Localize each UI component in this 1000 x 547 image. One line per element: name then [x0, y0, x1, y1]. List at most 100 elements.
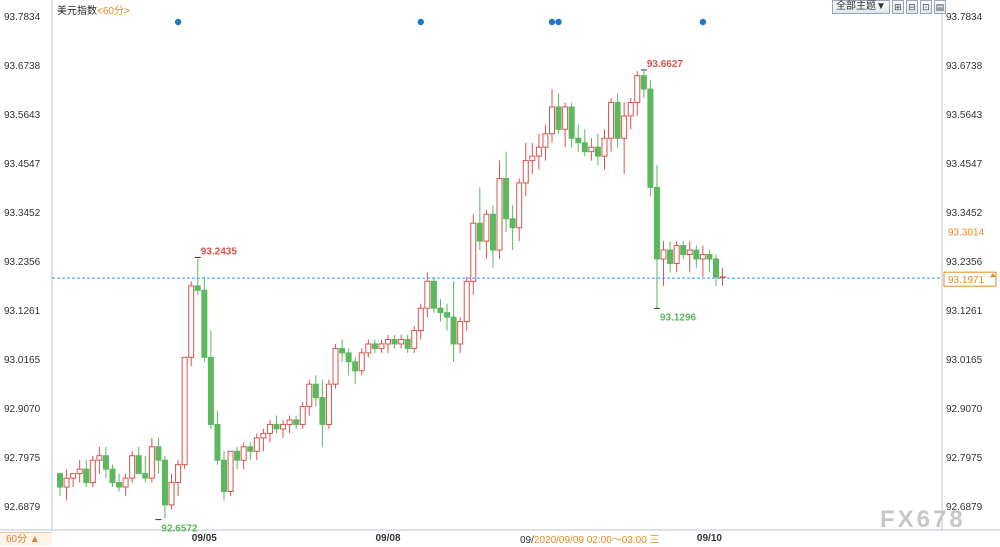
candle-body — [614, 101, 621, 139]
candle-body — [188, 285, 195, 358]
candle-body — [358, 352, 365, 372]
y-tick-label-right: 93.1261 — [946, 306, 983, 317]
y-tick-label-left: 93.3452 — [4, 208, 41, 219]
split-layout-icon[interactable]: ⊟ — [905, 0, 918, 14]
candle-body — [175, 464, 182, 484]
candle-body — [430, 280, 437, 309]
candle-body — [70, 473, 77, 479]
y-tick-label-right: 93.6738 — [946, 61, 983, 72]
candle-body — [286, 419, 293, 425]
candle-body — [562, 106, 569, 130]
y-tick-label-right: 93.2356 — [946, 257, 983, 268]
candle-body — [214, 423, 221, 461]
last-close-label: 93.3014 — [948, 228, 985, 239]
candle-body — [260, 432, 267, 439]
candle-body — [194, 285, 201, 291]
event-dot-icon — [417, 18, 424, 26]
chart-toolbar: 全部主题▼ ⊞ ⊟ ⊡ ▤ — [832, 0, 946, 14]
candle-body — [168, 482, 175, 506]
candle-body — [312, 383, 319, 399]
candle-body — [325, 383, 332, 425]
current-price-box — [943, 271, 997, 287]
candle-body — [293, 419, 300, 425]
candle-body — [129, 455, 136, 479]
candle-body — [581, 142, 588, 153]
candle-body — [332, 347, 339, 385]
y-tick-label-left: 92.9070 — [4, 404, 41, 415]
candle-body — [713, 258, 719, 278]
x-tick-label: 09/08 — [375, 533, 400, 544]
candle-body — [227, 450, 234, 493]
y-tick-label-right: 93.3452 — [946, 208, 983, 219]
candle-body — [96, 455, 103, 461]
candle-body — [391, 338, 398, 345]
candle-body — [116, 482, 123, 488]
cursor-date-prefix: 09/ — [520, 535, 534, 546]
candle-body — [424, 280, 431, 309]
candle-body — [411, 330, 418, 349]
event-dot-icon — [548, 18, 556, 26]
candle-body — [673, 245, 680, 264]
candle-body — [155, 446, 162, 461]
candle-body — [529, 155, 536, 162]
y-tick-label-left: 92.7975 — [4, 453, 41, 464]
period-selector-button[interactable]: 60分 ▲ — [0, 532, 52, 546]
candle-body — [699, 254, 706, 260]
candle-body — [470, 222, 477, 282]
x-tick-label: 09/10 — [697, 533, 722, 544]
candle-body — [83, 468, 90, 484]
candle-body — [398, 338, 405, 345]
candle-body — [555, 106, 562, 130]
candle-body — [385, 338, 391, 345]
y-tick-label-left: 93.5643 — [4, 110, 41, 121]
y-tick-label-left: 93.1261 — [4, 306, 41, 317]
candle-body — [273, 423, 280, 430]
y-tick-label-right: 92.6879 — [946, 502, 983, 513]
candle-body — [457, 321, 464, 345]
candle-body — [496, 177, 503, 251]
cursor-time: 2020/09/09 02:00～03:00 — [533, 535, 647, 546]
instrument-name: 美元指数 — [57, 6, 97, 17]
y-tick-label-left: 93.0165 — [4, 355, 41, 366]
candle-body — [352, 361, 359, 372]
y-tick-label-right: 93.7834 — [946, 12, 983, 23]
candle-body — [142, 473, 149, 479]
event-dot-icon — [699, 18, 707, 26]
y-tick-label-left: 93.6738 — [4, 61, 41, 72]
current-price-label: 93.1971 — [948, 275, 985, 286]
candle-body — [463, 280, 470, 323]
candle-body — [240, 446, 247, 461]
grid-layout-icon[interactable]: ⊞ — [891, 0, 904, 14]
y-tick-label-right: 92.7975 — [946, 453, 983, 464]
candle-body — [503, 177, 510, 220]
candle-body — [247, 446, 254, 452]
y-tick-label-left: 93.4547 — [4, 159, 41, 170]
candle-body — [76, 468, 83, 475]
candle-body — [345, 352, 352, 363]
candle-body — [57, 473, 63, 488]
candle-body — [660, 249, 667, 260]
candle-body — [102, 455, 109, 470]
candle-body — [319, 397, 326, 425]
candle-body — [161, 459, 168, 506]
candle-body — [306, 383, 313, 408]
candle-body — [181, 356, 188, 466]
topic-dropdown-button[interactable]: 全部主题▼ — [832, 0, 890, 14]
candle-body — [483, 213, 490, 242]
candle-body — [404, 338, 411, 349]
period-label[interactable]: <60分> — [97, 6, 130, 17]
candle-body — [575, 137, 582, 144]
settings-icon[interactable]: ▤ — [933, 0, 946, 14]
multi-layout-icon[interactable]: ⊡ — [919, 0, 932, 14]
candle-body — [568, 106, 575, 139]
price-up-arrow-icon — [990, 273, 996, 278]
candle-body — [693, 249, 700, 260]
candle-body — [135, 455, 142, 475]
candle-body — [535, 146, 542, 157]
candle-body — [516, 182, 523, 229]
candle-body — [417, 307, 424, 332]
candle-body — [437, 307, 444, 314]
candle-body — [201, 289, 208, 358]
candle-body — [299, 406, 306, 425]
